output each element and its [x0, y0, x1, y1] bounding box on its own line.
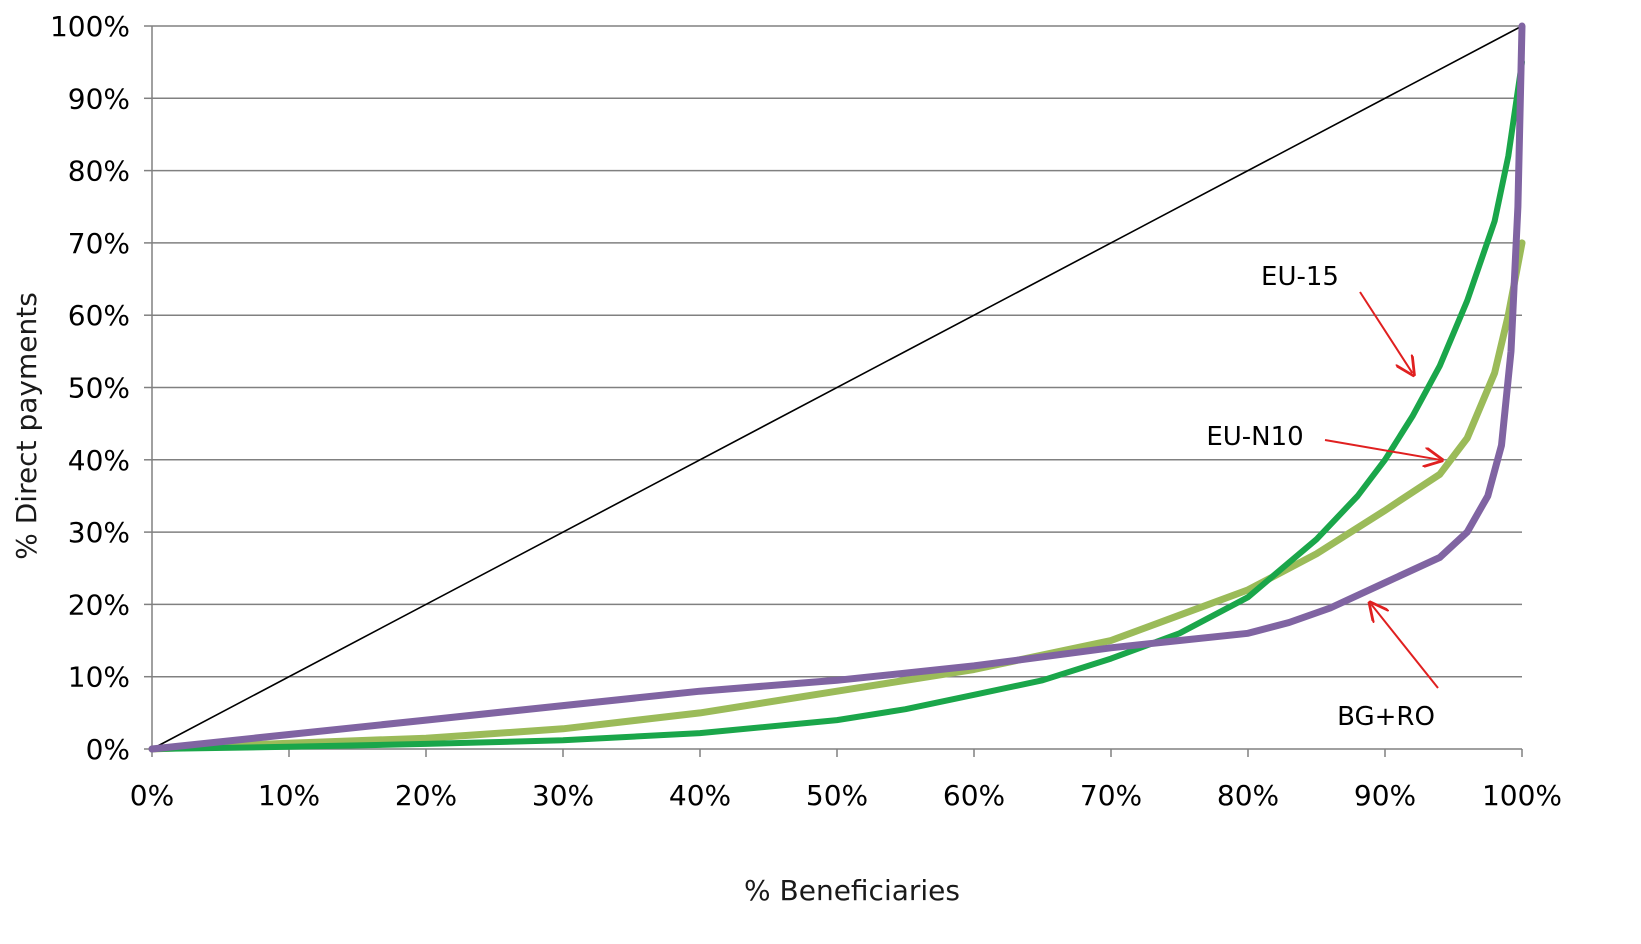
- eu15-series-line: [149, 59, 1525, 752]
- x-tick-label: 0%: [130, 779, 174, 812]
- equality-series-line: [151, 25, 1523, 750]
- bgro-annotation-arrow: [1371, 604, 1439, 689]
- x-tick-label: 40%: [669, 779, 731, 812]
- y-tick-label: 10%: [68, 661, 130, 694]
- x-axis-title: % Beneficiaries: [744, 874, 960, 907]
- bgro-annotation-label: BG+RO: [1337, 702, 1435, 732]
- y-tick-label: 60%: [68, 299, 130, 332]
- eu15-annotation-label: EU-15: [1261, 262, 1339, 292]
- x-tick-label: 60%: [943, 779, 1005, 812]
- bgro-series-line: [148, 22, 1526, 753]
- x-tick-label: 50%: [806, 779, 868, 812]
- eu15-annotation-arrow: [1359, 291, 1412, 373]
- x-tick-label: 70%: [1080, 779, 1142, 812]
- x-tick-label: 100%: [1482, 779, 1562, 812]
- annotation-layer: EU-15 EU-N10 BG+RO: [1206, 262, 1439, 732]
- x-tick-label: 90%: [1354, 779, 1416, 812]
- y-tick-label: 50%: [68, 372, 130, 405]
- axis-layer: [144, 25, 1523, 757]
- y-tick-label: 70%: [68, 227, 130, 260]
- y-axis-title: % Direct payments: [10, 292, 43, 560]
- series-layer: [148, 22, 1526, 753]
- grid-layer: [152, 25, 1522, 678]
- y-tick-label: 20%: [68, 588, 130, 621]
- y-tick-label: 90%: [68, 82, 130, 115]
- eun10-series-line: [148, 239, 1526, 753]
- y-tick-label: 40%: [68, 444, 130, 477]
- y-tick-label: 80%: [68, 155, 130, 188]
- x-tick-label: 20%: [395, 779, 457, 812]
- y-tick-label: 0%: [86, 733, 130, 766]
- y-tick-label: 30%: [68, 516, 130, 549]
- tick-label-layer: 0% 10% 20% 30% 40% 50% 60% 70% 80% 90% 100% 0% 10% 20…: [50, 10, 1562, 812]
- x-tick-label: 80%: [1217, 779, 1279, 812]
- x-tick-label: 10%: [258, 779, 320, 812]
- eun10-annotation-label: EU-N10: [1206, 422, 1303, 452]
- x-tick-label: 30%: [532, 779, 594, 812]
- eun10-annotation-arrow: [1324, 439, 1440, 460]
- y-tick-label: 100%: [50, 10, 130, 43]
